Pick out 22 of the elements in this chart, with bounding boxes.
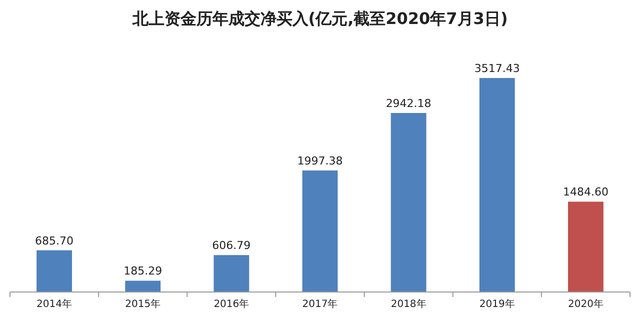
x-tick-label: 2018年 bbox=[390, 298, 426, 310]
data-label: 2942.18 bbox=[386, 97, 432, 110]
bar bbox=[302, 170, 338, 292]
chart-title: 北上资金历年成交净买入(亿元,截至2020年7月3日) bbox=[131, 9, 508, 28]
data-label: 1997.38 bbox=[297, 154, 343, 168]
x-tick-label: 2020年 bbox=[568, 298, 604, 310]
x-tick-label: 2016年 bbox=[214, 298, 250, 310]
bar bbox=[214, 255, 250, 292]
data-label: 606.79 bbox=[212, 239, 251, 252]
bar bbox=[568, 202, 604, 292]
x-tick-label: 2014年 bbox=[36, 298, 72, 310]
data-label: 185.29 bbox=[124, 264, 162, 278]
data-label: 3517.43 bbox=[474, 62, 520, 75]
x-tick-label: 2019年 bbox=[479, 298, 515, 310]
data-label: 1484.60 bbox=[562, 186, 608, 199]
bar bbox=[479, 78, 515, 292]
bar bbox=[125, 280, 161, 292]
bar bbox=[36, 250, 72, 292]
x-tick-label: 2017年 bbox=[302, 298, 338, 310]
data-label: 685.70 bbox=[35, 234, 74, 248]
x-tick-label: 2015年 bbox=[125, 298, 161, 310]
bar bbox=[390, 113, 426, 292]
